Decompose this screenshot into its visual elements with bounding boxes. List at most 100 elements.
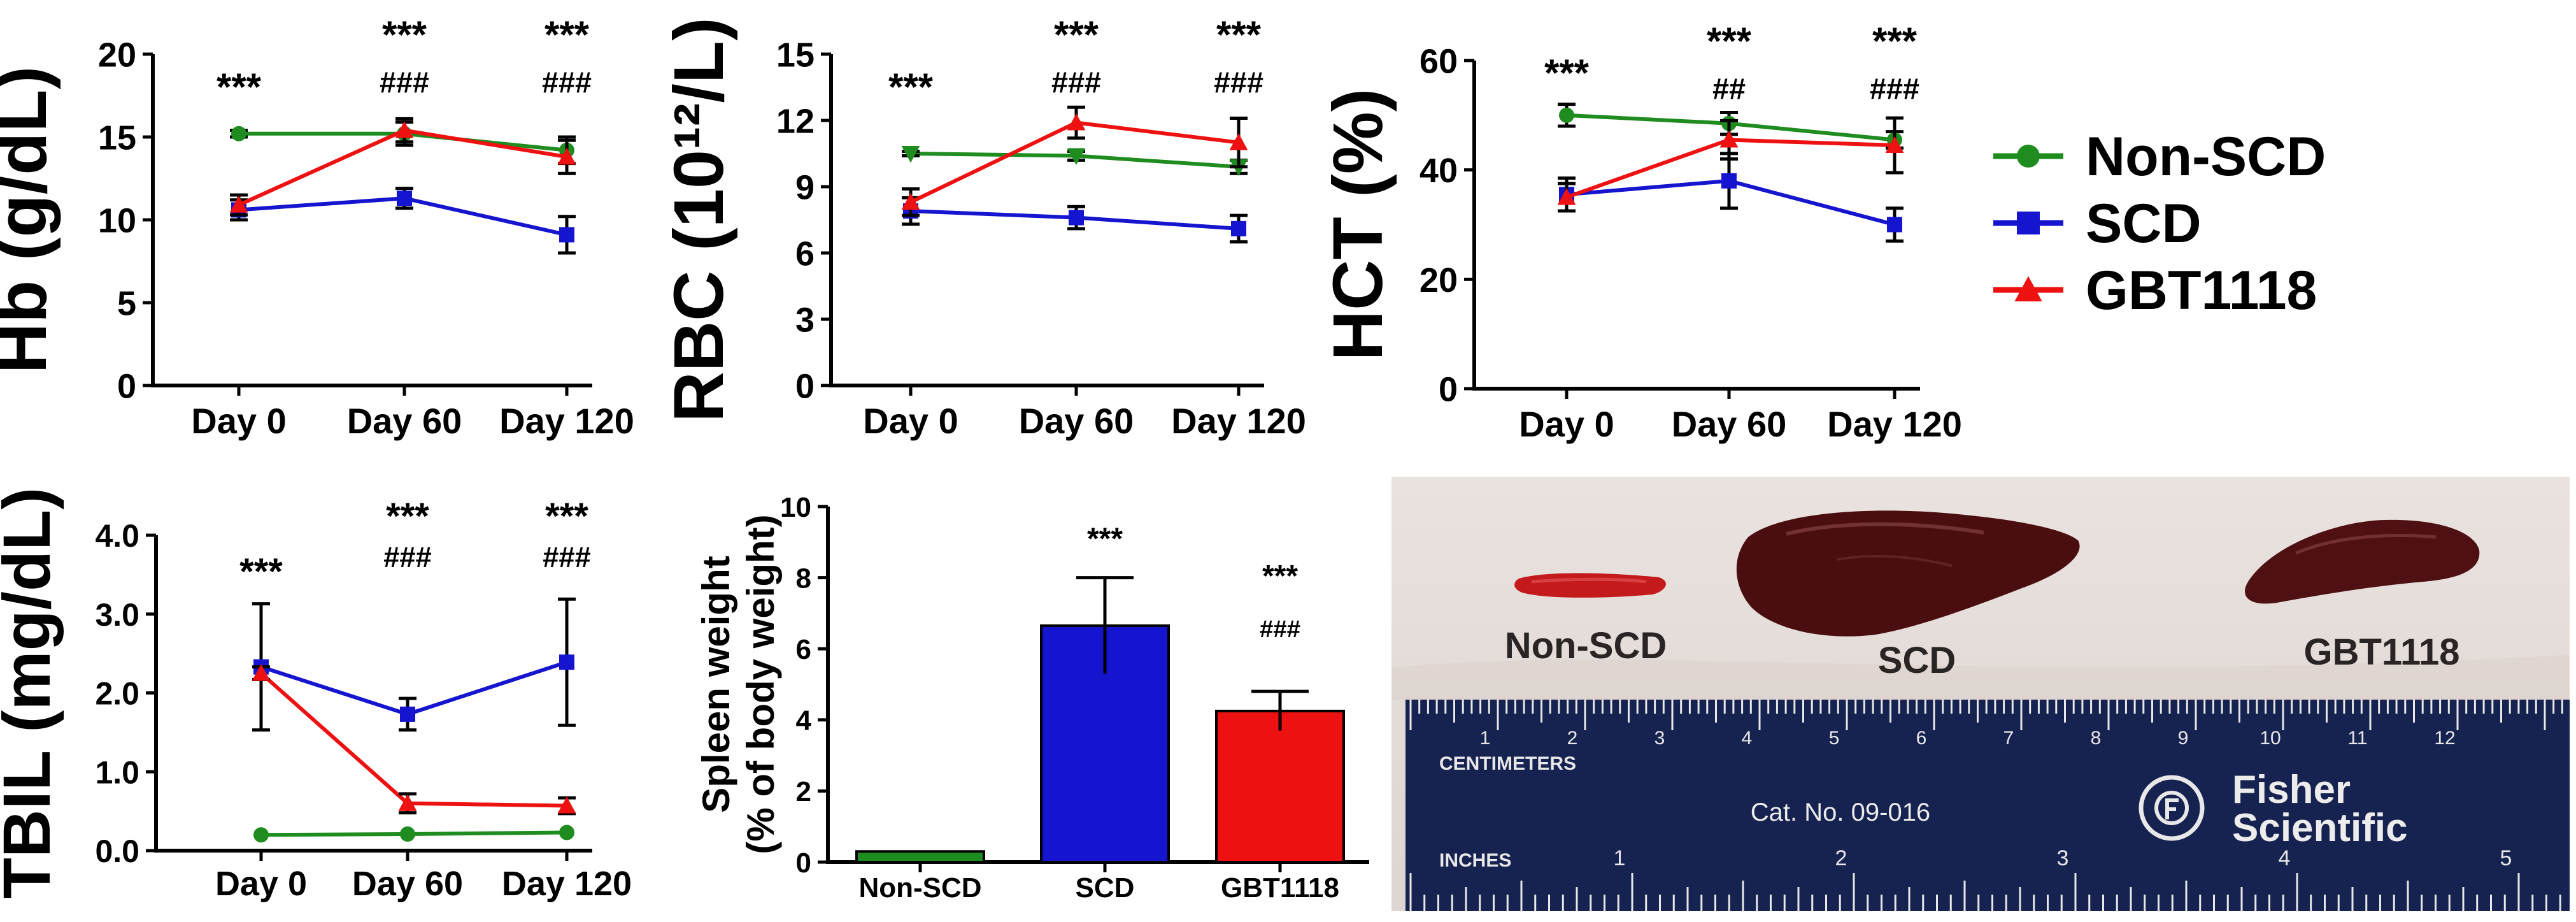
y-axis-label: (% of body weight) — [739, 514, 782, 854]
significance-label: ### — [383, 541, 431, 573]
legend-label: SCD — [2086, 193, 2202, 254]
significance-label: *** — [888, 66, 934, 108]
data-point — [1557, 188, 1576, 205]
photo-label-non-scd: Non-SCD — [1505, 625, 1667, 666]
significance-label: ### — [380, 66, 429, 99]
data-point — [229, 196, 248, 213]
y-tick-label: 10 — [98, 201, 136, 240]
significance-label: ### — [543, 541, 590, 573]
data-point — [1887, 217, 1902, 233]
ruler-cm-number: 3 — [1654, 728, 1665, 749]
y-tick-label: 9 — [795, 168, 815, 206]
y-tick-label: 4 — [796, 705, 812, 737]
x-tick-label: Day 120 — [1171, 401, 1306, 441]
series-line — [260, 660, 567, 717]
series-gbt1118 — [252, 664, 576, 816]
x-tick-label: Day 0 — [863, 401, 958, 441]
data-point — [1721, 173, 1737, 189]
ruler-inches-label: INCHES — [1439, 850, 1511, 871]
y-axis-label: Spleen weight — [695, 556, 737, 812]
data-point — [1229, 133, 1248, 150]
significance-label: *** — [1707, 20, 1752, 62]
y-tick-label: 4.0 — [95, 518, 139, 554]
x-tick-label: Day 120 — [499, 401, 634, 441]
ruler-cm-number: 11 — [2347, 728, 2367, 749]
ruler-catalog-number: Cat. No. 09-016 — [1751, 798, 1930, 826]
data-point — [231, 126, 246, 141]
x-tick-label: Non-SCD — [858, 872, 981, 904]
data-point — [557, 147, 576, 165]
x-tick-label: Day 0 — [191, 401, 286, 441]
y-tick-label: 3.0 — [95, 597, 139, 633]
chart-hct: 0 20 40 60 Day 0 Day 60 Day 120 HCT (%) *** *** ##… — [1319, 20, 1962, 444]
y-tick-label: 6 — [795, 234, 815, 273]
series-scd — [252, 597, 576, 732]
significance-label: *** — [544, 13, 590, 56]
significance-label: ### — [1260, 616, 1300, 643]
ruler-cm-number: 9 — [2178, 728, 2189, 749]
ruler-cm-number: 5 — [1829, 728, 1840, 749]
significance-label: *** — [1216, 13, 1262, 56]
y-tick-label: 10 — [780, 492, 811, 523]
series-gbt1118 — [1557, 116, 1904, 213]
y-tick-label: 12 — [776, 102, 815, 140]
x-tick-label: Day 0 — [1519, 404, 1614, 444]
x-tick-label: Day 60 — [347, 401, 462, 441]
series-scd — [230, 187, 576, 255]
y-tick-label: 1.0 — [95, 754, 139, 790]
series-scd — [902, 196, 1248, 244]
ruler-inch-number: 3 — [2057, 846, 2069, 870]
bar — [855, 850, 985, 864]
bar — [1215, 709, 1345, 863]
chart-spleen: 0 2 4 6 8 10 Non-SCD SCD GBT1118 Spleen weight (% … — [695, 492, 1369, 904]
significance-label: ### — [1870, 72, 1919, 105]
significance-label: *** — [1544, 52, 1590, 94]
y-tick-label: 0.0 — [95, 833, 139, 869]
ruler-inch-numbers: 1 2 3 4 5 — [1614, 846, 2512, 870]
data-point — [253, 827, 269, 843]
data-point — [557, 796, 576, 814]
significance-label: ## — [1712, 72, 1746, 105]
significance-label: ### — [542, 66, 592, 99]
y-tick-label: 0 — [117, 367, 136, 405]
x-tick-label: Day 60 — [352, 865, 463, 903]
significance-label: *** — [545, 496, 588, 537]
y-tick-label: 2 — [796, 776, 811, 807]
ruler-cm-numbers: 1 2 3 4 5 6 7 8 9 10 11 12 — [1480, 728, 2456, 749]
y-tick-label: 3 — [795, 301, 815, 339]
data-point — [400, 706, 415, 722]
ruler-brand-line2: Scientific — [2232, 806, 2408, 850]
ruler-cm-number: 12 — [2434, 728, 2455, 749]
x-tick-label: Day 60 — [1672, 404, 1787, 444]
significance-label: *** — [217, 66, 262, 108]
series-non-scd — [901, 146, 1248, 176]
data-point — [398, 794, 417, 811]
legend-marker — [2014, 276, 2042, 301]
photo-label-scd: SCD — [1878, 640, 1956, 681]
ruler-cm-number: 2 — [1567, 728, 1578, 749]
data-point — [400, 826, 415, 842]
significance-label: *** — [239, 551, 283, 593]
series-non-scd — [253, 825, 574, 843]
data-point — [1231, 220, 1246, 236]
legend-marker — [2017, 212, 2040, 234]
series-gbt1118 — [901, 105, 1248, 217]
series-scd — [1558, 152, 1904, 243]
significance-label: *** — [1872, 20, 1918, 62]
significance-label: *** — [382, 13, 427, 56]
data-point — [252, 664, 271, 681]
ruler-ticks — [1409, 700, 2563, 911]
chart-tbil: 0.0 1.0 2.0 3.0 4.0 Day 0 Day 60 Day 120 TBIL (m… — [0, 487, 632, 903]
x-tick-label: GBT1118 — [1221, 872, 1339, 904]
legend-label: GBT1118 — [2086, 260, 2317, 321]
data-point — [1885, 136, 1904, 154]
ruler-cm-number: 8 — [2091, 728, 2102, 749]
x-tick-label: SCD — [1076, 872, 1135, 904]
significance-label: ### — [1051, 66, 1101, 99]
ruler-centimeters-label: CENTIMETERS — [1439, 753, 1576, 774]
data-point — [1067, 113, 1086, 131]
series-gbt1118 — [229, 117, 576, 217]
y-tick-label: 40 — [1420, 152, 1458, 190]
